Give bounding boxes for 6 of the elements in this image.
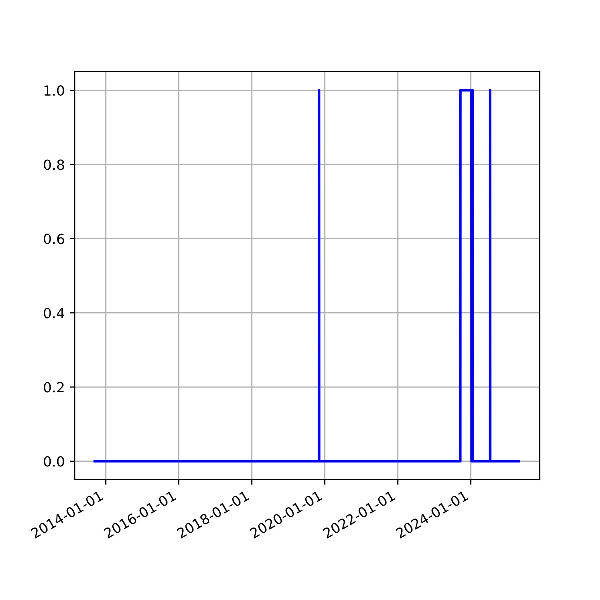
y-tick-label: 0.6 xyxy=(44,234,64,244)
y-tick-label: 0.2 xyxy=(44,382,64,393)
y-tick-label: 0.4 xyxy=(44,308,64,319)
y-tick-label: 0.0 xyxy=(44,456,64,467)
y-tick-label: 1.0 xyxy=(44,86,64,96)
y-tick-label: 0.8 xyxy=(44,160,64,170)
